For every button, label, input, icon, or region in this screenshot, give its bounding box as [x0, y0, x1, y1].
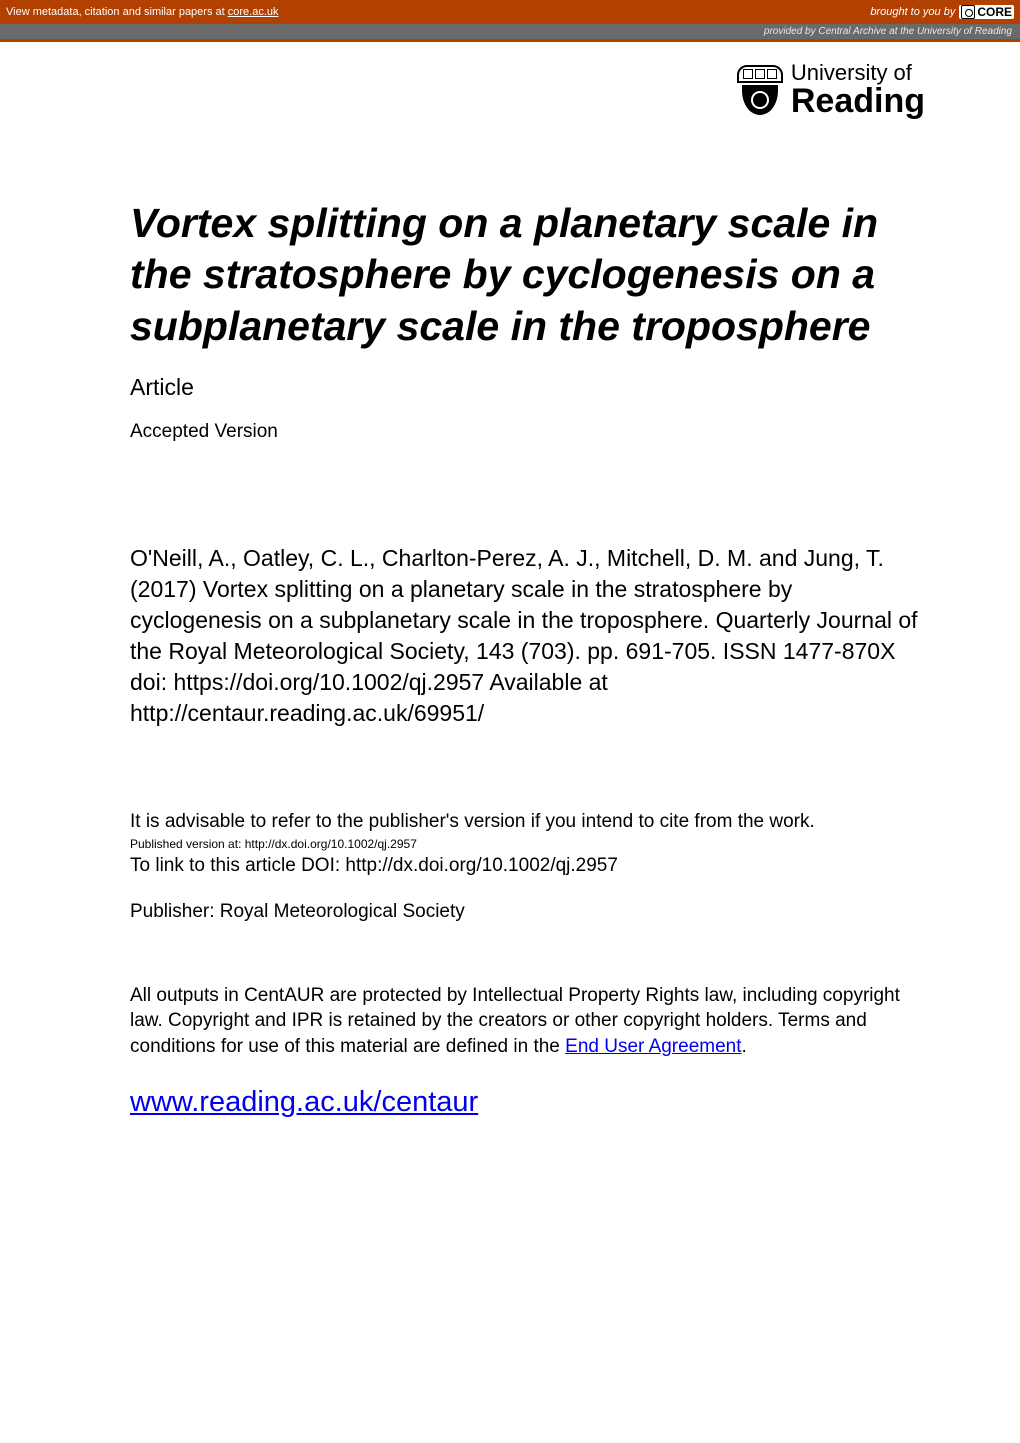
core-topbar: View metadata, citation and similar pape…: [0, 0, 1020, 24]
article-version: Accepted Version: [130, 421, 925, 443]
university-logo-block: University of Reading: [130, 62, 925, 118]
university-logo-text: University of Reading: [791, 62, 925, 118]
core-source-link[interactable]: core.ac.uk: [228, 6, 279, 18]
page-content: University of Reading Vortex splitting o…: [0, 42, 1020, 1159]
topbar-right-prefix: brought to you by: [870, 6, 955, 18]
university-logo-line1: University of: [791, 62, 925, 84]
topbar-left: View metadata, citation and similar pape…: [6, 6, 279, 18]
core-icon: [961, 5, 975, 19]
core-badge-label: CORE: [977, 5, 1012, 19]
provider-subbar: provided by Central Archive at the Unive…: [0, 24, 1020, 42]
topbar-right: brought to you by CORE: [870, 5, 1014, 19]
cite-advice: It is advisable to refer to the publishe…: [130, 809, 925, 835]
end-user-agreement-link[interactable]: End User Agreement: [565, 1036, 741, 1057]
page-root: View metadata, citation and similar pape…: [0, 0, 1020, 1159]
publisher-line: Publisher: Royal Meteorological Society: [130, 901, 925, 923]
rights-statement: All outputs in CentAUR are protected by …: [130, 983, 925, 1060]
article-title: Vortex splitting on a planetary scale in…: [130, 198, 925, 352]
doi-line: To link to this article DOI: http://dx.d…: [130, 855, 925, 877]
rights-suffix: .: [742, 1036, 747, 1057]
centaur-link-row: www.reading.ac.uk/centaur: [130, 1086, 925, 1119]
rights-prefix: All outputs in CentAUR are protected by …: [130, 985, 900, 1057]
provider-text: provided by Central Archive at the Unive…: [764, 26, 1012, 37]
university-shield-icon: [737, 65, 783, 115]
university-logo-line2: Reading: [791, 84, 925, 118]
published-version-line: Published version at: http://dx.doi.org/…: [130, 837, 925, 851]
centaur-url-link[interactable]: www.reading.ac.uk/centaur: [130, 1086, 478, 1118]
citation-block: O'Neill, A., Oatley, C. L., Charlton-Per…: [130, 543, 925, 729]
core-badge[interactable]: CORE: [959, 5, 1014, 19]
article-type: Article: [130, 374, 925, 401]
topbar-left-prefix: View metadata, citation and similar pape…: [6, 6, 228, 18]
